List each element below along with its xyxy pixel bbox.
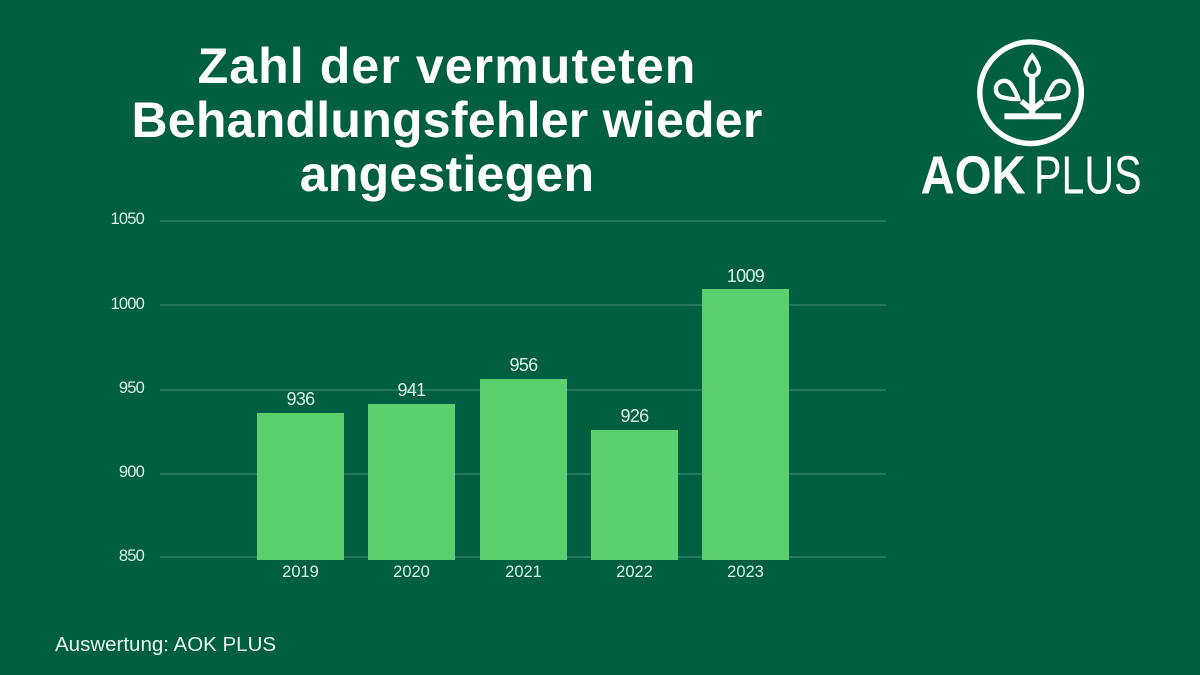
svg-text:AOK: AOK [921,147,1026,206]
svg-text:PLUS: PLUS [1034,147,1142,206]
